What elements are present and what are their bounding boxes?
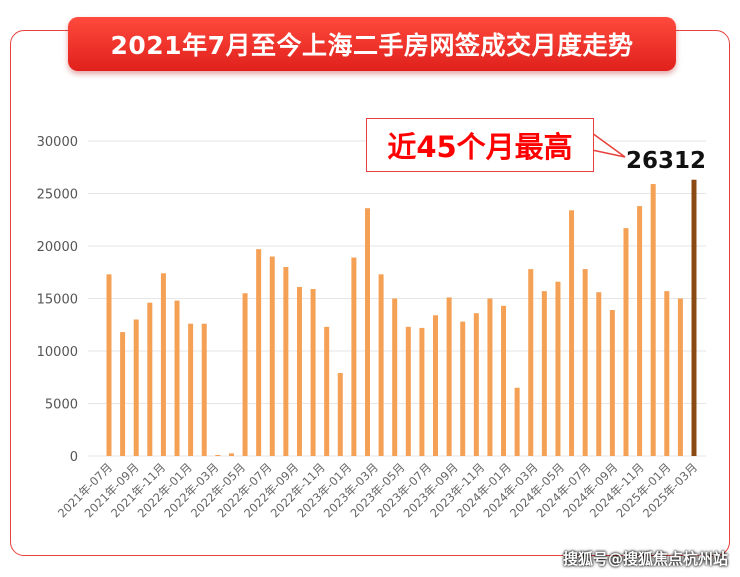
bar [528, 269, 534, 456]
chart-title-banner: 2021年7月至今上海二手房网签成交月度走势 [68, 17, 676, 71]
bar [337, 373, 343, 456]
bar [242, 293, 248, 456]
bar [133, 319, 139, 456]
chart-card [10, 30, 730, 556]
bar [596, 292, 602, 456]
bar [555, 281, 561, 456]
watermark: 搜狐号@搜狐焦点杭州站 [562, 550, 728, 568]
bar [419, 327, 425, 456]
y-tick-label: 10000 [37, 345, 78, 360]
bar [650, 184, 656, 457]
y-tick-label: 5000 [45, 398, 78, 413]
bar [460, 321, 466, 456]
bar [310, 289, 316, 456]
y-tick-label: 20000 [37, 240, 78, 255]
bar [228, 453, 234, 456]
bar [283, 267, 289, 456]
bar [215, 454, 221, 456]
bar [201, 323, 207, 456]
bar [677, 298, 683, 456]
bar [664, 291, 670, 456]
bar [691, 179, 697, 456]
y-tick-label: 15000 [37, 293, 78, 308]
bar [324, 326, 330, 456]
bar [501, 305, 507, 456]
bar [378, 274, 384, 456]
bar [541, 291, 547, 456]
y-tick-label: 0 [70, 450, 78, 465]
bar [160, 273, 166, 456]
bar [609, 310, 615, 456]
bar [351, 257, 357, 456]
bar [446, 297, 452, 456]
bar [174, 300, 180, 456]
bar [392, 298, 398, 456]
peak-callout: 近45个月最高 [366, 118, 594, 172]
y-tick-label: 30000 [37, 135, 78, 150]
bar [364, 208, 370, 456]
bar [487, 298, 493, 456]
bar [106, 274, 112, 456]
bar [433, 315, 439, 456]
bar [569, 210, 575, 456]
peak-value-label: 26312 [626, 148, 707, 174]
y-tick-label: 25000 [37, 188, 78, 203]
bar [582, 269, 588, 456]
bar [637, 206, 643, 456]
callout-pointer [591, 132, 626, 158]
bar [188, 323, 194, 456]
bar [120, 332, 126, 456]
bar [269, 256, 275, 456]
bar [514, 387, 520, 456]
bar [256, 249, 262, 456]
bar [147, 302, 153, 456]
bar [473, 313, 479, 456]
bar [405, 326, 411, 456]
bar [623, 228, 629, 456]
bar [296, 286, 302, 456]
